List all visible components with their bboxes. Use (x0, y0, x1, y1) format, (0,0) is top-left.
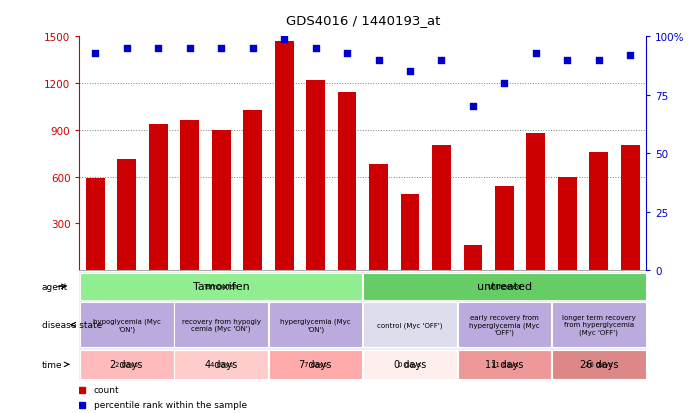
Text: time: time (42, 360, 68, 369)
Text: 11 days: 11 days (491, 361, 518, 368)
Point (562, 57, 573, 64)
Text: hyperglycemia (Myc
'ON'): hyperglycemia (Myc 'ON') (281, 318, 351, 332)
FancyBboxPatch shape (363, 350, 457, 379)
Bar (369, 165, 388, 271)
Bar (558, 177, 577, 271)
Bar (338, 93, 357, 271)
Text: Tamoxifen: Tamoxifen (193, 282, 249, 292)
Bar (432, 146, 451, 271)
FancyBboxPatch shape (457, 302, 551, 347)
Point (404, 69, 415, 76)
Bar (464, 246, 482, 271)
FancyBboxPatch shape (79, 273, 363, 300)
Text: agent: agent (42, 282, 68, 291)
Bar (401, 194, 419, 271)
FancyBboxPatch shape (363, 273, 646, 300)
Text: early recovery from
hyperglycemia (Myc
'OFF'): early recovery from hyperglycemia (Myc '… (469, 314, 540, 335)
Text: 11 days: 11 days (485, 359, 524, 370)
Text: percentile rank within the sample: percentile rank within the sample (94, 401, 247, 409)
Bar (621, 146, 640, 271)
FancyBboxPatch shape (79, 302, 173, 347)
Text: longer term recovery
from hyperglycemia
(Myc 'OFF'): longer term recovery from hyperglycemia … (562, 315, 636, 335)
FancyBboxPatch shape (269, 302, 363, 347)
Point (247, 45, 258, 52)
Bar (149, 124, 168, 271)
Point (499, 81, 510, 87)
FancyBboxPatch shape (174, 350, 268, 379)
Point (310, 45, 321, 52)
Text: 26 days: 26 days (580, 359, 618, 370)
Bar (527, 134, 545, 271)
Bar (117, 160, 136, 271)
Text: hypoglycemia (Myc
'ON'): hypoglycemia (Myc 'ON') (93, 318, 160, 332)
Bar (589, 152, 608, 271)
Point (625, 52, 636, 59)
Point (184, 45, 195, 52)
Text: 0 days: 0 days (399, 361, 422, 368)
FancyBboxPatch shape (363, 302, 457, 347)
FancyBboxPatch shape (79, 350, 173, 379)
Text: 26 days: 26 days (585, 361, 613, 368)
Bar (86, 179, 104, 271)
Text: recovery from hypogly
cemia (Myc 'ON'): recovery from hypogly cemia (Myc 'ON') (182, 318, 261, 332)
Bar (243, 110, 262, 271)
Text: Tamoxifen: Tamoxifen (203, 284, 239, 290)
Bar (306, 81, 325, 271)
Text: untreated: untreated (477, 282, 532, 292)
Bar (211, 131, 231, 271)
Text: count: count (94, 385, 120, 394)
Point (436, 57, 447, 64)
Text: 2 days: 2 days (111, 359, 143, 370)
Text: 4 days: 4 days (205, 359, 237, 370)
Point (90, 50, 101, 57)
Text: 0 days: 0 days (394, 359, 426, 370)
Point (531, 50, 542, 57)
FancyBboxPatch shape (552, 302, 646, 347)
Point (278, 36, 290, 43)
Point (467, 104, 478, 111)
Text: 4 days: 4 days (209, 361, 233, 368)
Point (341, 50, 352, 57)
Text: 2 days: 2 days (115, 361, 138, 368)
Text: 7 days: 7 days (304, 361, 327, 368)
Point (216, 45, 227, 52)
Text: untreated: untreated (487, 284, 522, 290)
FancyBboxPatch shape (174, 302, 268, 347)
Point (153, 45, 164, 52)
Point (373, 57, 384, 64)
FancyBboxPatch shape (552, 350, 646, 379)
Bar (274, 42, 294, 271)
FancyBboxPatch shape (269, 350, 363, 379)
Text: 7 days: 7 days (299, 359, 332, 370)
Bar (180, 121, 199, 271)
Point (121, 45, 132, 52)
Text: disease state: disease state (42, 320, 102, 329)
Bar (495, 187, 514, 271)
Text: control (Myc 'OFF'): control (Myc 'OFF') (377, 322, 443, 328)
Text: GDS4016 / 1440193_at: GDS4016 / 1440193_at (285, 14, 440, 27)
FancyBboxPatch shape (457, 350, 551, 379)
Point (594, 57, 605, 64)
